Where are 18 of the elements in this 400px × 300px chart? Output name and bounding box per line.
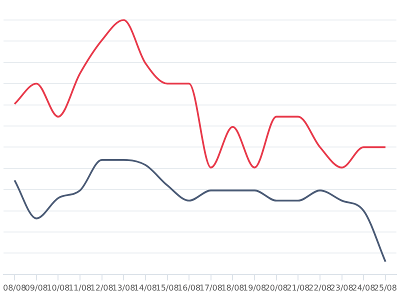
x-tick-label: 24/08 [352,283,376,292]
x-tick-label: 08/08 [3,283,26,292]
x-tick-label: 20/08 [264,283,288,292]
x-tick-label: 22/08 [308,283,332,292]
x-tick-label: 17/08 [199,283,222,292]
x-tick-label: 10/08 [46,283,70,292]
x-tick-label: 25/08 [374,283,397,292]
x-tick-label: 19/08 [243,283,266,292]
x-tick-label: 21/08 [286,283,310,292]
x-tick-label: 09/08 [24,283,48,292]
x-tick-label: 18/08 [221,283,244,292]
x-tick-label: 12/08 [90,283,114,292]
x-tick-label: 23/08 [330,283,354,292]
x-tick-label: 16/08 [178,283,201,292]
x-tick-label: 14/08 [134,283,157,292]
x-tick-label: 15/08 [156,283,179,292]
x-tick-label: 13/08 [112,283,136,292]
x-tick-label: 11/08 [68,283,92,292]
